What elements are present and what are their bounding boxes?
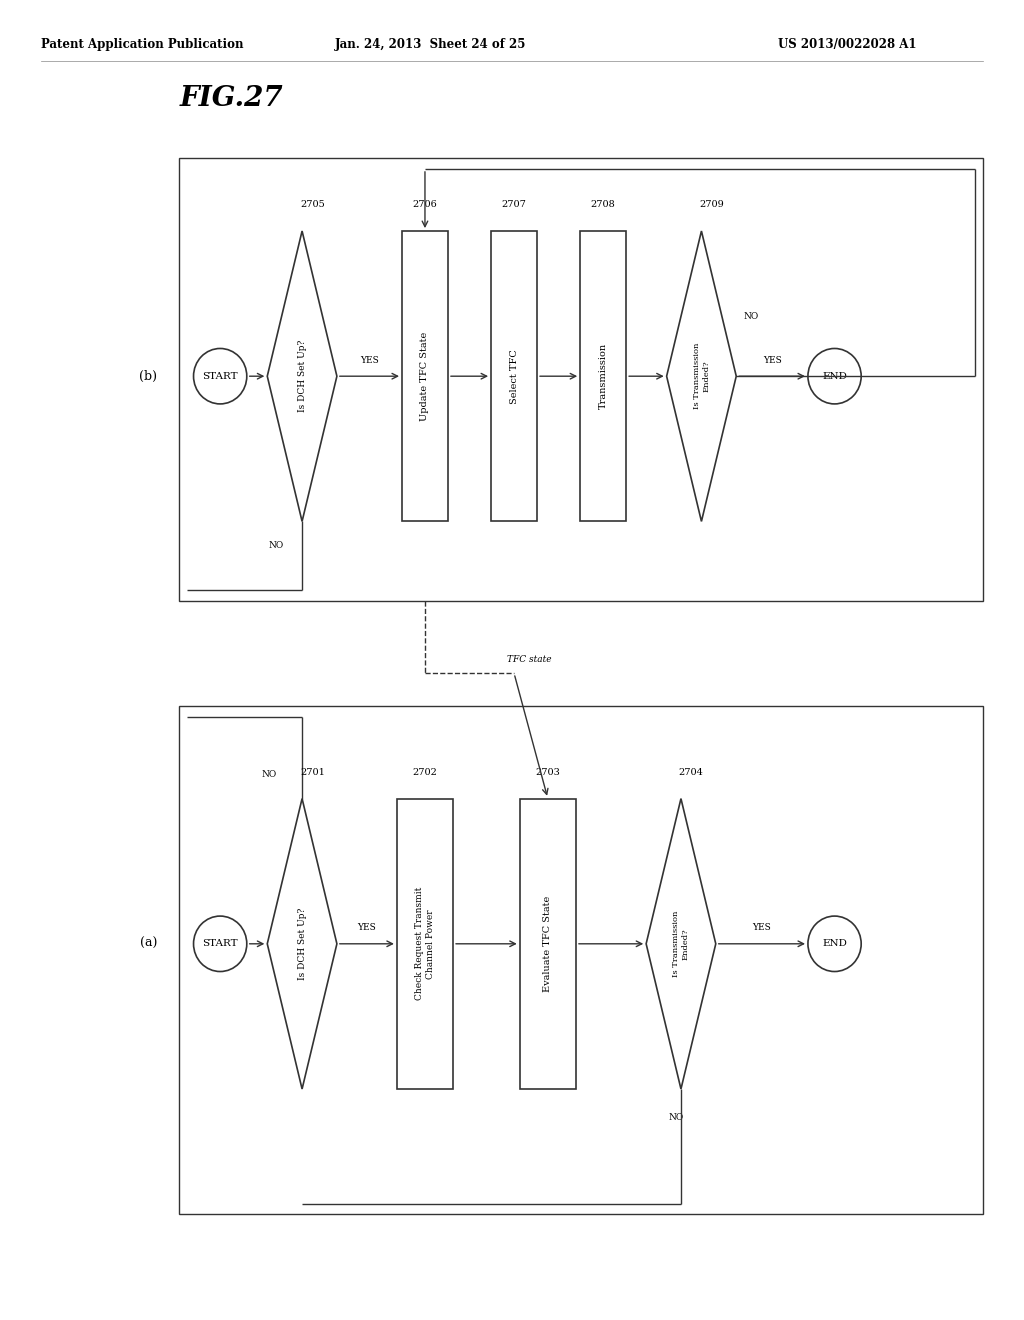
- Text: Select TFC: Select TFC: [510, 348, 518, 404]
- FancyBboxPatch shape: [401, 231, 447, 521]
- Text: NO: NO: [669, 1113, 683, 1122]
- Text: Is Transmission
Ended?: Is Transmission Ended?: [693, 343, 710, 409]
- Text: 2702: 2702: [413, 768, 437, 776]
- Text: Update TFC State: Update TFC State: [421, 331, 429, 421]
- Text: US 2013/0022028 A1: US 2013/0022028 A1: [778, 38, 916, 51]
- Text: 2709: 2709: [699, 201, 724, 209]
- FancyBboxPatch shape: [396, 799, 453, 1089]
- FancyBboxPatch shape: [520, 799, 577, 1089]
- Text: 2705: 2705: [300, 201, 325, 209]
- Text: 2704: 2704: [679, 768, 703, 776]
- Ellipse shape: [808, 916, 861, 972]
- Text: TFC state: TFC state: [507, 656, 552, 664]
- Text: 2707: 2707: [502, 201, 526, 209]
- Text: NO: NO: [744, 313, 759, 321]
- Text: 2701: 2701: [300, 768, 325, 776]
- Text: END: END: [822, 372, 847, 380]
- Text: FIG.27: FIG.27: [179, 86, 283, 112]
- Text: NO: NO: [261, 770, 276, 779]
- Text: 2703: 2703: [536, 768, 560, 776]
- Text: YES: YES: [753, 924, 771, 932]
- Ellipse shape: [808, 348, 861, 404]
- Text: 2708: 2708: [591, 201, 615, 209]
- Text: START: START: [203, 940, 238, 948]
- Text: Jan. 24, 2013  Sheet 24 of 25: Jan. 24, 2013 Sheet 24 of 25: [335, 38, 525, 51]
- Text: YES: YES: [357, 924, 376, 932]
- Text: (a): (a): [140, 937, 157, 950]
- Text: Check Request Transmit
Channel Power: Check Request Transmit Channel Power: [416, 887, 434, 1001]
- Text: NO: NO: [269, 541, 284, 550]
- Text: YES: YES: [360, 356, 379, 364]
- Text: (b): (b): [139, 370, 158, 383]
- Text: YES: YES: [763, 356, 781, 364]
- Ellipse shape: [194, 348, 247, 404]
- Text: START: START: [203, 372, 238, 380]
- Polygon shape: [267, 799, 337, 1089]
- Text: END: END: [822, 940, 847, 948]
- Polygon shape: [667, 231, 736, 521]
- Polygon shape: [267, 231, 337, 521]
- Text: Is DCH Set Up?: Is DCH Set Up?: [298, 908, 306, 979]
- Text: Is Transmission
Ended?: Is Transmission Ended?: [673, 911, 689, 977]
- Text: Evaluate TFC State: Evaluate TFC State: [544, 896, 552, 991]
- Text: 2706: 2706: [413, 201, 437, 209]
- FancyBboxPatch shape: [492, 231, 537, 521]
- Text: Transmission: Transmission: [599, 343, 607, 409]
- Polygon shape: [646, 799, 716, 1089]
- Text: Is DCH Set Up?: Is DCH Set Up?: [298, 341, 306, 412]
- Text: Patent Application Publication: Patent Application Publication: [41, 38, 244, 51]
- FancyBboxPatch shape: [580, 231, 627, 521]
- Ellipse shape: [194, 916, 247, 972]
